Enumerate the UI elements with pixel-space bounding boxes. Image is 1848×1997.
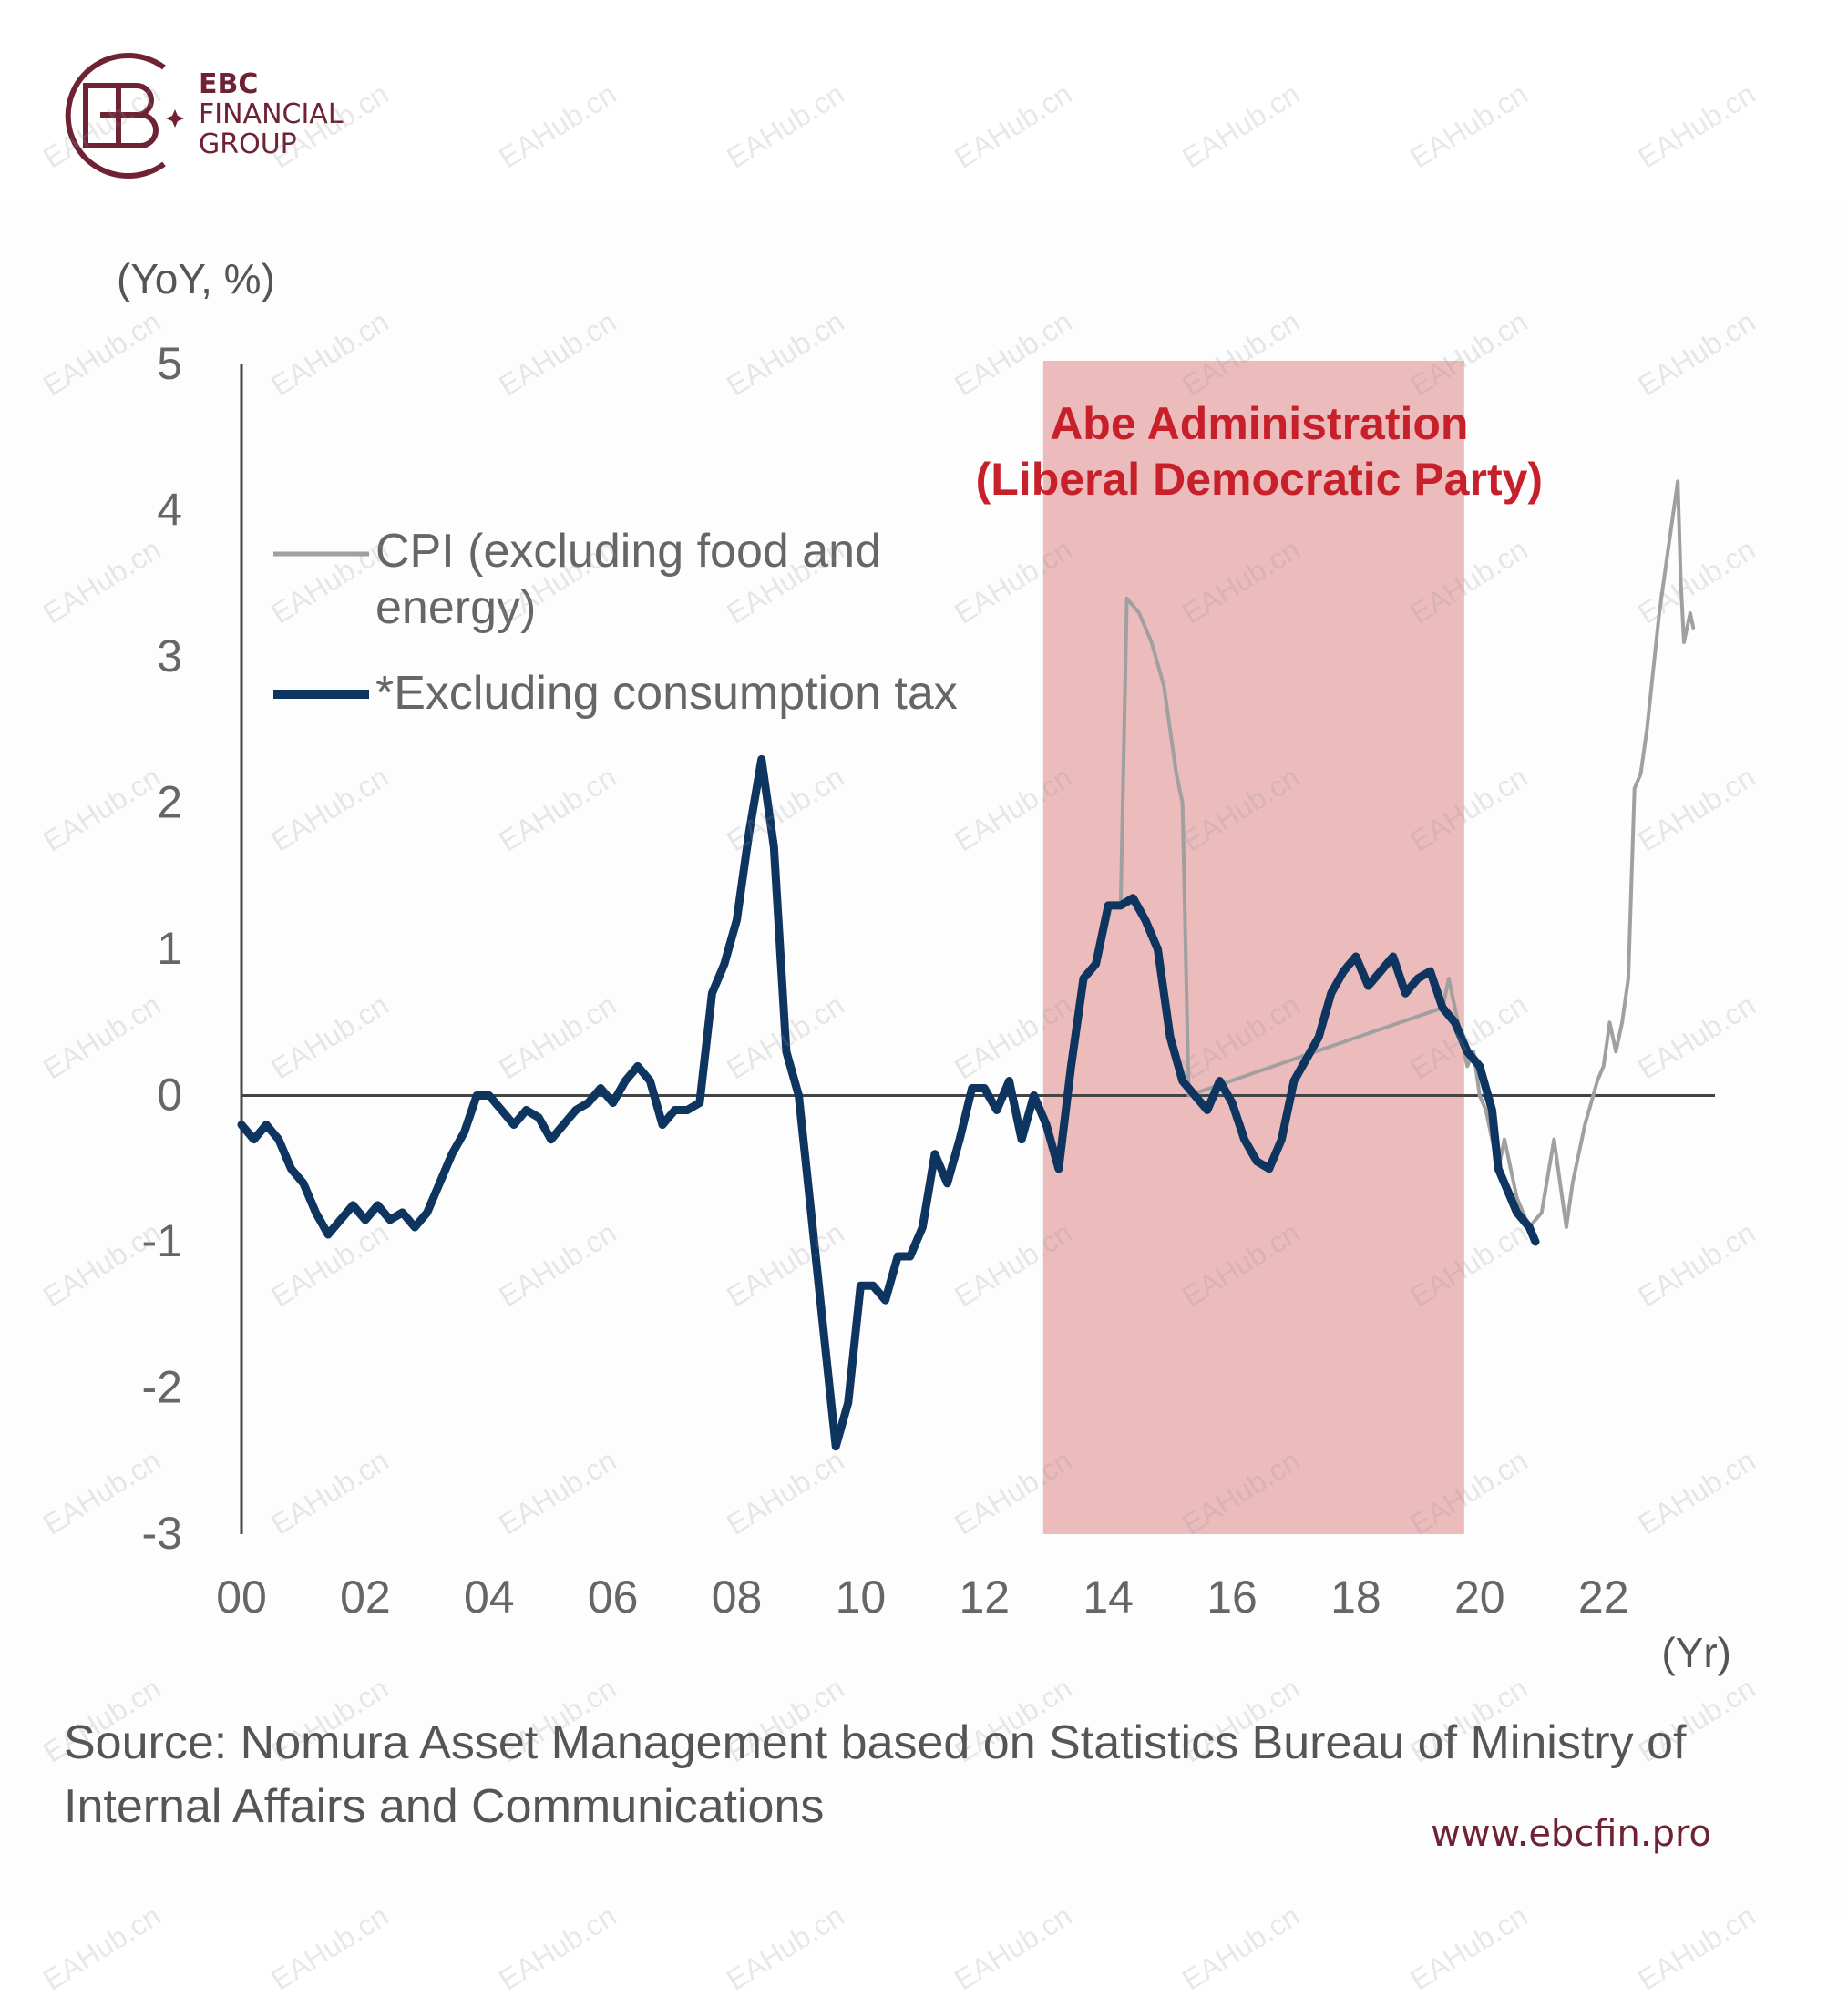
- brand-name-line1: EBC: [199, 68, 259, 100]
- x-tick-label: 06: [588, 1572, 639, 1623]
- shaded-region-layer: [1042, 361, 1464, 1534]
- series-line-cpi: [1118, 479, 1696, 1229]
- x-tick-label: 12: [959, 1572, 1010, 1623]
- shaded-region: [1042, 361, 1464, 1534]
- ebc-logo: [65, 53, 184, 179]
- y-tick-label: 2: [157, 777, 182, 828]
- x-tick-label: 04: [464, 1572, 515, 1623]
- series-line-excl-tax: [237, 754, 1540, 1451]
- x-tick-label: 14: [1083, 1572, 1134, 1623]
- series-layer: [237, 479, 1696, 1451]
- website-url: www.ebcfin.pro: [1431, 1813, 1711, 1855]
- y-tick-label: -2: [142, 1362, 182, 1413]
- x-tick-label: 10: [836, 1572, 887, 1623]
- y-axis-label: (YoY, %): [117, 255, 275, 302]
- chart-panel: [0, 199, 1848, 1920]
- legend-label-excl-tax: *Excluding consumption tax: [375, 667, 958, 720]
- x-axis-label: (Yr): [1661, 1629, 1731, 1676]
- y-tick-label: 1: [157, 923, 182, 974]
- shaded-region-label-line1: Abe Administration: [1050, 398, 1468, 449]
- y-tick-label: 5: [157, 338, 182, 389]
- source-note: Source: Nomura Asset Management based on…: [64, 1716, 1687, 1833]
- legend-label-cpi-line1: CPI (excluding food and: [375, 525, 881, 578]
- shaded-region-label-line2: (Liberal Democratic Party): [976, 454, 1543, 505]
- x-tick-label: 22: [1578, 1572, 1629, 1623]
- x-tick-label: 18: [1330, 1572, 1381, 1623]
- brand-name-line2: FINANCIAL: [199, 98, 344, 130]
- x-tick-label: 08: [712, 1572, 763, 1623]
- x-tick-label: 00: [216, 1572, 267, 1623]
- x-tick-label: 20: [1454, 1572, 1505, 1623]
- legend-label-cpi-line2: energy): [375, 581, 536, 634]
- brand-name: EBC FINANCIAL GROUP: [199, 69, 344, 159]
- brand-name-line3: GROUP: [199, 128, 297, 160]
- y-tick-label: 3: [157, 630, 182, 681]
- y-tick-label: 0: [157, 1070, 182, 1121]
- y-tick-label: 4: [157, 485, 182, 536]
- y-tick-label: -3: [142, 1508, 182, 1559]
- y-tick-label: -1: [142, 1215, 182, 1266]
- x-tick-label: 02: [340, 1572, 391, 1623]
- x-tick-label: 16: [1206, 1572, 1258, 1623]
